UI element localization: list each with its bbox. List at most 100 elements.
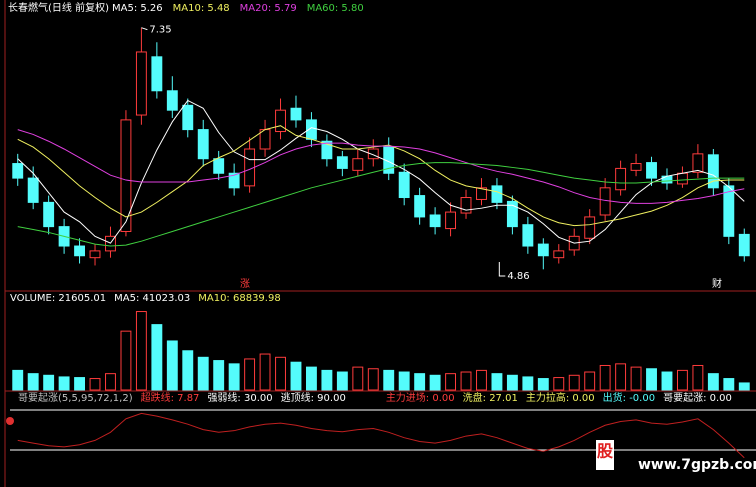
volume-bar [429, 374, 441, 391]
volume-bar [166, 340, 178, 391]
indicator-legend: 逃顶线: 90.00 [281, 391, 346, 404]
volume-bar [630, 366, 642, 391]
volume-bar [738, 382, 750, 391]
candle-body [630, 163, 642, 171]
watermark: www.7gpzb.com [638, 457, 756, 473]
candle-body [89, 250, 101, 259]
candle-body [522, 224, 534, 247]
indicator-legend: 洗盘: 27.01 [463, 391, 518, 404]
volume-bar [151, 324, 163, 391]
volume-bar [27, 373, 39, 391]
volume-bar [259, 353, 271, 391]
candle-body [12, 163, 24, 179]
volume-bar [414, 373, 426, 391]
candle-body [506, 200, 518, 228]
indicator-legend: 哥要起涨: 0.00 [663, 392, 732, 404]
legend-entry: MA5: 5.26 [112, 3, 163, 14]
candle-body [460, 197, 472, 214]
indicator-legend: 强弱线: 30.00 [207, 391, 272, 404]
candle-body [352, 158, 364, 171]
candle-body [182, 104, 194, 131]
indicator-legend: 超跌线: 7.87 [141, 391, 200, 404]
indicator-icon [6, 417, 14, 425]
badge: 股 [597, 442, 614, 461]
indicator-legend: 出货: -0.00 [603, 391, 655, 404]
volume-bar [135, 311, 147, 391]
candle-body [275, 109, 286, 133]
max-label: 7.35 [149, 25, 171, 36]
volume-bar [58, 376, 70, 391]
volume-legend: MA10: 68839.98 [198, 293, 280, 304]
candle-body [584, 216, 596, 239]
legend-entry: MA60: 5.80 [307, 3, 364, 14]
min-label: 4.86 [507, 271, 529, 282]
volume-bar [676, 369, 688, 391]
volume-bar [383, 369, 395, 391]
volume-legend: VOLUME: 21605.01 [10, 293, 106, 304]
badge-box [596, 440, 614, 470]
volume-bar [723, 378, 735, 391]
indicator-legend: 主力拉高: 0.00 [526, 391, 595, 404]
candle-body [74, 245, 86, 257]
legend-entry: MA10: 5.48 [173, 3, 230, 14]
volume-bar [661, 371, 673, 391]
volume-bar [398, 371, 410, 391]
volume-bar [506, 374, 518, 391]
legend-entry: MA20: 5.79 [240, 3, 297, 14]
volume-bar [275, 356, 286, 391]
volume-bar [12, 369, 24, 391]
marker: 涨 [240, 278, 250, 290]
volume-bar [43, 374, 55, 391]
candle-body [228, 172, 240, 189]
indicator-line [17, 412, 745, 459]
volume-bar [74, 377, 86, 391]
candle-body [615, 167, 627, 191]
candle-body [367, 148, 379, 160]
candle-body [336, 156, 348, 169]
candle-body [414, 195, 426, 218]
ma-line [17, 129, 745, 204]
candle-body [537, 243, 549, 257]
candle-body [166, 90, 178, 111]
candle-body [398, 171, 410, 199]
candle-body [135, 51, 147, 116]
volume-bar [352, 366, 364, 391]
volume-bar [213, 360, 225, 391]
ma-line [17, 99, 745, 244]
volume-bar [305, 366, 317, 391]
marker: 财 [712, 277, 722, 290]
volume-bar [321, 369, 333, 391]
volume-legend: MA5: 41023.03 [114, 293, 190, 304]
volume-bar [692, 364, 704, 391]
ma-line [17, 162, 745, 247]
volume-bar [105, 373, 116, 391]
volume-bar [553, 377, 565, 391]
candle-body [321, 140, 333, 160]
candle-body [445, 211, 457, 230]
candle-body [692, 153, 704, 173]
candle-body [491, 185, 503, 203]
indicator-legend: 主力进场: 0.00 [386, 391, 455, 404]
volume-bar [89, 378, 101, 391]
candle-body [723, 185, 735, 237]
volume-bar [120, 330, 132, 391]
candle-body [27, 177, 39, 203]
candle-body [707, 154, 719, 189]
volume-bar [707, 373, 719, 391]
candle-body [738, 233, 750, 257]
candle-body [43, 201, 55, 228]
volume-bar [491, 373, 503, 391]
volume-bar [336, 371, 348, 391]
volume-bar [522, 376, 534, 391]
volume-bar [228, 363, 240, 391]
volume-bar [460, 371, 472, 391]
volume-bar [476, 369, 487, 391]
candle-body [429, 214, 441, 228]
candle-body [383, 146, 395, 174]
min-pointer [498, 262, 506, 277]
chart-title: 长春燃气(日线 前复权) [8, 1, 109, 14]
volume-bar [445, 373, 457, 391]
candle-body [476, 187, 487, 200]
